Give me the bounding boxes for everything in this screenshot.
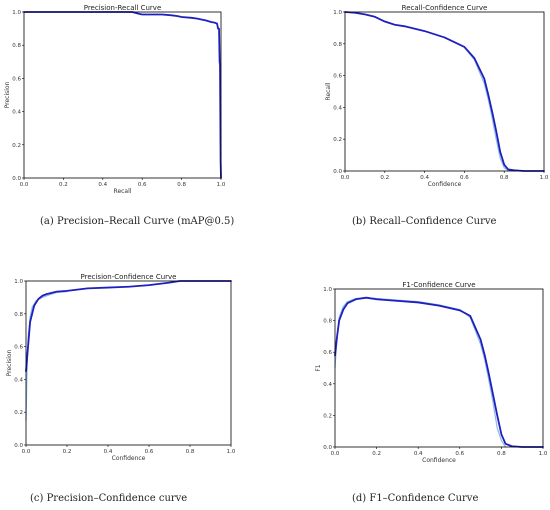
rc-x-tick-label: 1.0 [540,175,549,181]
pc-x-axis-label: Confidence [112,455,146,462]
rc-y-tick-label: 0.6 [333,74,342,80]
rc-caption: (b) Recall–Confidence Curve [352,216,497,227]
pc-caption: (c) Precision–Confidence curve [30,493,188,504]
rc-y-tick-label: 0.8 [333,42,342,48]
pr-y-tick-label: 0.6 [12,76,21,82]
rc-chart-title: Recall-Confidence Curve [402,4,488,12]
pr-x-tick-label: 0.8 [177,182,186,188]
pc-x-tick-label: 0.0 [22,449,31,455]
rc-y-axis-label: Recall [325,82,332,100]
pc-y-axis-label: Precision [6,349,13,376]
pc-x-tick-label: 0.2 [63,449,72,455]
f1-y-tick-label: 0.2 [323,413,332,419]
f1-y-axis-label: F1 [315,364,322,371]
rc-x-axis-label: Confidence [428,181,462,188]
pr-y-axis-label: Precision [4,81,11,108]
pr-series-line-0 [23,11,222,179]
rc-y-tick-label: 1.0 [333,10,342,16]
f1-x-tick-label: 1.0 [539,451,548,457]
pr-x-tick-label: 0.2 [59,182,68,188]
pc-y-tick-label: 0.4 [14,377,23,383]
pr-caption: (a) Precision–Recall Curve (mAP@0.5) [40,216,235,227]
pr-x-tick-label: 0.4 [98,182,107,188]
pc-chart: Precision-Confidence Curve 0.0 0.2 0.4 0.6 0.… [6,273,236,462]
rc-y-tick-label: 0.0 [333,169,342,175]
f1-y-tick-label: 0.0 [323,445,332,451]
pc-y-tick-label: 0.2 [14,410,23,416]
f1-x-tick-label: 0.6 [455,451,464,457]
pc-x-tick-label: 0.4 [104,449,113,455]
f1-x-tick-label: 0.4 [414,451,423,457]
f1-caption: (d) F1–Confidence Curve [352,493,479,504]
f1-chart-title: F1-Confidence Curve [402,281,475,289]
pr-x-axis-label: Recall [114,188,132,195]
pc-y-tick-label: 0.0 [14,443,23,449]
f1-y-tick-label: 1.0 [323,287,332,293]
f1-y-tick-label: 0.6 [323,350,332,356]
f1-y-tick-label: 0.4 [323,382,332,388]
pc-x-tick-label: 0.8 [186,449,195,455]
rc-plot-frame [344,11,545,172]
f1-x-tick-label: 0.8 [497,451,506,457]
f1-series-line-0 [334,297,507,448]
pc-y-tick-label: 0.8 [14,312,23,318]
f1-chart: F1-Confidence Curve 0.0 0.2 0.4 0.6 0.8 1.0 0.0… [315,281,548,464]
rc-x-tick-label: 0.4 [420,175,429,181]
pc-y-tick-label: 0.6 [14,345,23,351]
rc-series-line-1 [344,11,545,172]
rc-x-tick-label: 0.2 [380,175,389,181]
rc-x-tick-label: 0.6 [460,175,469,181]
pr-x-tick-label: 0.6 [138,182,147,188]
rc-y-tick-label: 0.2 [333,137,342,143]
f1-x-tick-label: 0.2 [372,451,381,457]
pc-plot-frame [25,280,232,446]
pr-plot-frame [23,11,222,179]
pr-x-tick-label: 0.0 [20,182,29,188]
rc-chart: Recall-Confidence Curve 0.0 0.2 0.4 0.6 0.8 1.… [325,4,549,188]
pr-x-tick-label: 1.0 [217,182,226,188]
pc-x-tick-label: 1.0 [227,449,236,455]
pc-chart-title: Precision-Confidence Curve [81,273,177,281]
f1-x-tick-label: 0.0 [331,451,340,457]
f1-x-axis-label: Confidence [422,457,456,464]
pr-y-tick-label: 0.0 [12,176,21,182]
pr-chart-title: Precision-Recall Curve [84,4,162,12]
rc-x-tick-label: 0.8 [500,175,509,181]
f1-series-line-1 [334,296,544,448]
pr-y-tick-label: 0.4 [12,110,21,116]
pr-chart: Precision-Recall Curve 0.0 0.2 0.4 0.6 0.8 1.0… [4,4,226,195]
pc-y-tick-label: 1.0 [14,279,23,285]
pc-x-tick-label: 0.6 [145,449,154,455]
f1-y-tick-label: 0.8 [323,319,332,325]
rc-series-line-0 [344,11,515,172]
pr-y-tick-label: 0.8 [12,43,21,49]
pr-y-tick-label: 1.0 [12,10,21,16]
pc-series-line-1 [25,280,232,373]
rc-x-tick-label: 0.0 [341,175,350,181]
f1-plot-frame [334,288,544,448]
rc-y-tick-label: 0.4 [333,105,342,111]
pr-y-tick-label: 0.2 [12,143,21,149]
